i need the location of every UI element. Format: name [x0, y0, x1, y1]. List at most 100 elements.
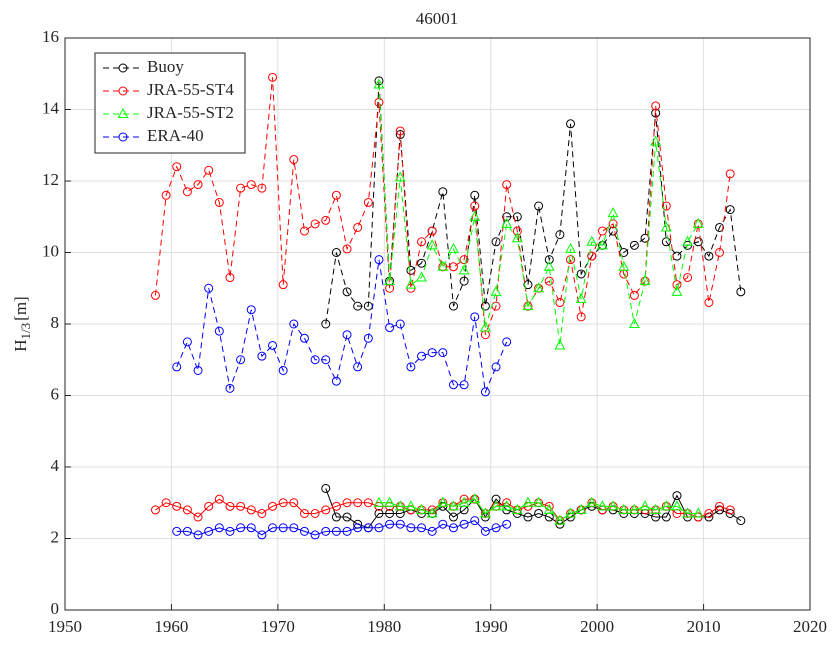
marker: [416, 503, 427, 514]
marker: [671, 500, 683, 511]
legend-label: JRA-55-ST4: [147, 80, 234, 99]
marker: [374, 523, 384, 533]
marker: [310, 219, 320, 229]
marker: [502, 180, 512, 190]
marker: [395, 519, 405, 529]
marker: [543, 260, 555, 271]
marker: [118, 132, 128, 142]
x-tick-label: 1990: [474, 617, 508, 636]
marker: [501, 217, 513, 228]
marker: [236, 355, 246, 365]
marker: [512, 212, 522, 222]
marker: [587, 251, 597, 261]
marker: [299, 508, 309, 518]
marker: [427, 526, 437, 536]
marker: [395, 126, 405, 136]
marker: [214, 494, 224, 504]
dashed-line: [378, 84, 699, 346]
marker: [533, 282, 545, 293]
marker: [172, 526, 182, 536]
marker: [278, 498, 288, 508]
marker: [204, 526, 214, 536]
marker: [246, 180, 256, 190]
marker: [459, 519, 469, 529]
legend: Buoy JRA-55-ST4 JRA-55-ST2 ERA-40: [94, 52, 246, 154]
marker: [607, 500, 619, 511]
marker: [395, 130, 405, 140]
marker: [511, 232, 523, 243]
marker: [299, 526, 309, 536]
marker: [342, 526, 352, 536]
marker: [608, 219, 618, 229]
marker: [704, 251, 714, 261]
marker: [214, 326, 224, 336]
marker: [554, 339, 566, 350]
y-tick-label: 8: [51, 313, 60, 332]
marker: [373, 496, 385, 507]
x-tick-label: 1950: [48, 617, 82, 636]
marker: [374, 508, 384, 518]
marker: [118, 86, 128, 96]
marker: [193, 512, 203, 522]
marker: [491, 523, 501, 533]
dashed-line: [176, 259, 508, 394]
marker: [597, 226, 607, 236]
marker: [480, 301, 490, 311]
marker: [299, 226, 309, 236]
marker: [268, 72, 278, 82]
marker: [523, 512, 533, 522]
marker: [321, 355, 331, 365]
marker: [693, 237, 703, 247]
marker: [204, 283, 214, 293]
y-label-sub: 1/3: [18, 323, 33, 340]
marker: [353, 362, 363, 372]
marker: [437, 496, 449, 507]
marker: [385, 508, 395, 518]
marker: [321, 483, 331, 493]
marker: [544, 276, 554, 286]
solid-line: [378, 498, 699, 522]
marker: [172, 162, 182, 172]
marker: [426, 239, 438, 250]
marker: [448, 380, 458, 390]
x-tick-label: 1980: [367, 617, 401, 636]
marker: [628, 503, 640, 514]
marker: [683, 273, 693, 283]
y-tick-label: 16: [42, 27, 59, 46]
marker: [257, 508, 267, 518]
marker: [459, 276, 469, 286]
marker: [491, 494, 501, 504]
marker: [118, 63, 128, 73]
marker: [682, 507, 694, 518]
marker: [268, 523, 278, 533]
marker: [331, 526, 341, 536]
legend-label: ERA-40: [147, 126, 204, 145]
marker: [268, 340, 278, 350]
marker: [394, 171, 406, 182]
marker: [417, 258, 427, 268]
marker: [448, 262, 458, 272]
marker: [736, 516, 746, 526]
marker: [672, 280, 682, 290]
marker: [395, 319, 405, 329]
marker: [384, 496, 396, 507]
marker: [470, 190, 480, 200]
marker: [172, 501, 182, 511]
marker: [725, 505, 735, 515]
marker: [459, 380, 469, 390]
marker: [629, 240, 639, 250]
y-tick-label: 6: [51, 384, 60, 403]
marker: [373, 78, 385, 89]
marker: [268, 501, 278, 511]
marker: [501, 500, 513, 511]
marker: [629, 290, 639, 300]
marker: [660, 500, 672, 511]
marker: [522, 300, 534, 311]
marker: [427, 348, 437, 358]
marker: [651, 101, 661, 111]
marker: [225, 273, 235, 283]
marker: [597, 239, 608, 250]
marker: [458, 496, 470, 507]
marker: [469, 210, 481, 221]
marker: [321, 505, 331, 515]
